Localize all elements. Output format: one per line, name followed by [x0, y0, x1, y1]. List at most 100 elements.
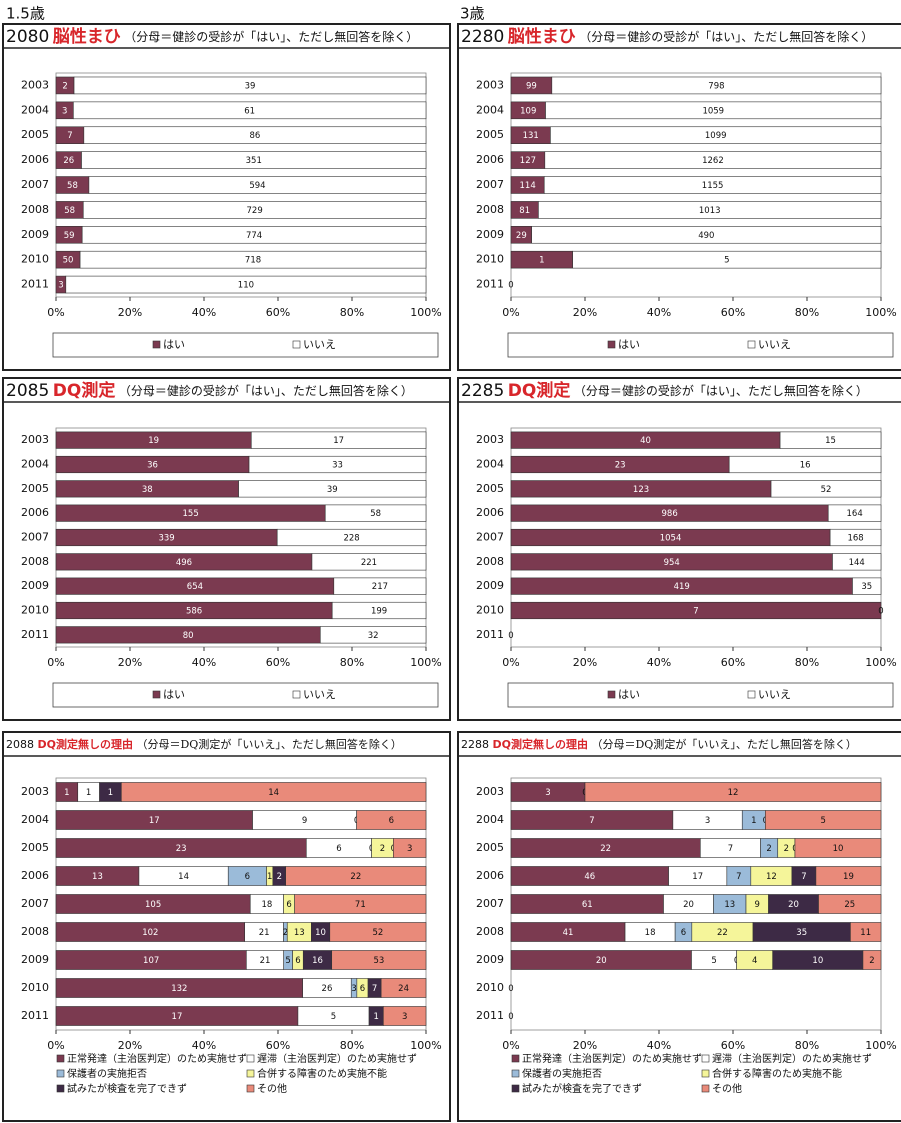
y-tick-label: 2007 — [21, 897, 49, 910]
value-label: 19 — [148, 436, 159, 446]
value-label: 20 — [788, 900, 799, 910]
bar-segment — [545, 101, 882, 120]
value-label: 496 — [176, 558, 192, 568]
bar-segment — [238, 480, 427, 498]
value-label: 217 — [372, 582, 388, 592]
value-label: 7 — [372, 984, 377, 994]
chart-title: 2080 脳性まひ （分母＝健診の受診が「はい」、ただし無回答を除く） — [6, 26, 418, 47]
value-label: 18 — [645, 928, 656, 938]
y-tick-label: 2006 — [21, 153, 49, 166]
y-tick-label: 2011 — [476, 628, 504, 641]
value-label: 798 — [708, 81, 724, 91]
value-label: 58 — [67, 181, 78, 191]
x-tick-label: 20% — [573, 1039, 597, 1052]
bar-segment — [82, 201, 427, 219]
value-label: 1 — [64, 788, 69, 798]
value-label: 1099 — [705, 131, 727, 141]
legend-swatch — [607, 340, 616, 349]
value-label: 6 — [681, 928, 686, 938]
legend-swatch — [246, 1054, 255, 1063]
value-label: 339 — [158, 534, 174, 544]
value-label: 14 — [178, 872, 189, 882]
panel — [2, 23, 451, 371]
bar-segment — [250, 431, 427, 449]
value-label: 23 — [615, 461, 626, 471]
value-label: 61 — [244, 106, 255, 116]
y-tick-label: 2006 — [21, 506, 49, 519]
value-label: 10 — [812, 956, 823, 966]
value-label: 2 — [62, 81, 67, 91]
legend-label: その他 — [712, 1082, 742, 1095]
x-tick-label: 80% — [340, 1039, 364, 1052]
y-tick-label: 2007 — [476, 897, 504, 910]
y-tick-label: 2010 — [21, 604, 49, 617]
y-tick-label: 2010 — [476, 253, 504, 266]
x-tick-label: 0% — [502, 1039, 519, 1052]
y-tick-label: 2008 — [476, 555, 504, 568]
bar-segment — [285, 866, 427, 886]
value-label: 16 — [800, 461, 811, 471]
y-tick-label: 2006 — [476, 869, 504, 882]
x-tick-label: 20% — [573, 306, 597, 319]
legend-label: はい — [163, 688, 185, 701]
y-tick-label: 2011 — [21, 628, 49, 641]
title-note: （分母＝健診の受診が「はい」、ただし無回答を除く） — [574, 383, 868, 398]
x-tick-label: 80% — [795, 1039, 819, 1052]
value-label: 131 — [523, 131, 539, 141]
value-label: 59 — [64, 231, 75, 241]
y-tick-label: 2011 — [476, 278, 504, 291]
legend-label: いいえ — [303, 338, 336, 351]
value-label: 594 — [249, 181, 265, 191]
chart-title: 2085 DQ測定 （分母＝健診の受診が「はい」、ただし無回答を除く） — [6, 380, 413, 401]
value-label: 1 — [539, 256, 544, 266]
value-label: 14 — [268, 788, 279, 798]
x-tick-label: 20% — [118, 306, 142, 319]
legend-swatch — [701, 1069, 710, 1078]
value-label: 654 — [187, 582, 203, 592]
bar-segment — [329, 922, 427, 942]
value-label: 105 — [145, 900, 161, 910]
y-tick-label: 2005 — [21, 841, 49, 854]
bar-segment — [331, 601, 427, 620]
bar-segment — [531, 226, 882, 244]
y-tick-label: 2009 — [476, 953, 504, 966]
legend-label: いいえ — [303, 688, 336, 701]
legend-label: 試みたが検査を完了できず — [67, 1082, 187, 1095]
value-label: 17 — [149, 816, 160, 826]
title-title: 脳性まひ — [508, 26, 576, 47]
bar-segment — [850, 922, 882, 942]
value-label: 17 — [172, 1012, 183, 1022]
bar-segment — [550, 126, 882, 144]
x-tick-label: 100% — [865, 1039, 896, 1052]
title-note: （分母＝健診の受診が「はい」、ただし無回答を除く） — [579, 29, 873, 44]
bar-segment — [829, 528, 882, 547]
bar-segment — [538, 201, 882, 219]
value-label: 53 — [373, 956, 384, 966]
legend-swatch — [701, 1054, 710, 1063]
legend-label: はい — [618, 338, 640, 351]
value-label: 1 — [86, 788, 91, 798]
title-title: DQ測定 — [53, 380, 116, 401]
x-tick-label: 80% — [795, 656, 819, 669]
value-label: 15 — [825, 436, 836, 446]
bar-segment — [862, 950, 882, 970]
value-label: 102 — [142, 928, 158, 938]
x-tick-label: 80% — [795, 306, 819, 319]
value-label: 3 — [351, 984, 356, 994]
bar-segment — [551, 76, 882, 95]
bar-segment — [331, 950, 427, 970]
value-label: 26 — [63, 156, 74, 166]
value-label: 99 — [526, 81, 537, 91]
title-code: 2285 — [461, 381, 504, 401]
legend-swatch — [747, 690, 756, 699]
value-label: 22 — [600, 844, 611, 854]
legend-box — [508, 1052, 893, 1098]
value-label: 17 — [692, 872, 703, 882]
bar-segment — [383, 1006, 427, 1026]
legend-swatch — [747, 340, 756, 349]
x-tick-label: 60% — [721, 656, 745, 669]
bar-segment — [83, 126, 427, 144]
value-label: 7 — [589, 816, 594, 826]
bar-segment — [73, 76, 427, 95]
value-label: 36 — [147, 461, 158, 471]
